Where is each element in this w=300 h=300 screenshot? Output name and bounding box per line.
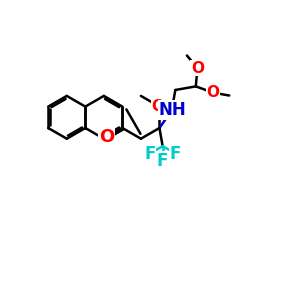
Text: NH: NH (158, 101, 186, 119)
Text: F: F (170, 145, 181, 163)
Text: F: F (144, 145, 155, 163)
Text: O: O (152, 99, 164, 114)
Text: O: O (99, 128, 114, 146)
Text: O: O (207, 85, 220, 100)
Text: F: F (157, 152, 168, 170)
Text: O: O (191, 61, 204, 76)
